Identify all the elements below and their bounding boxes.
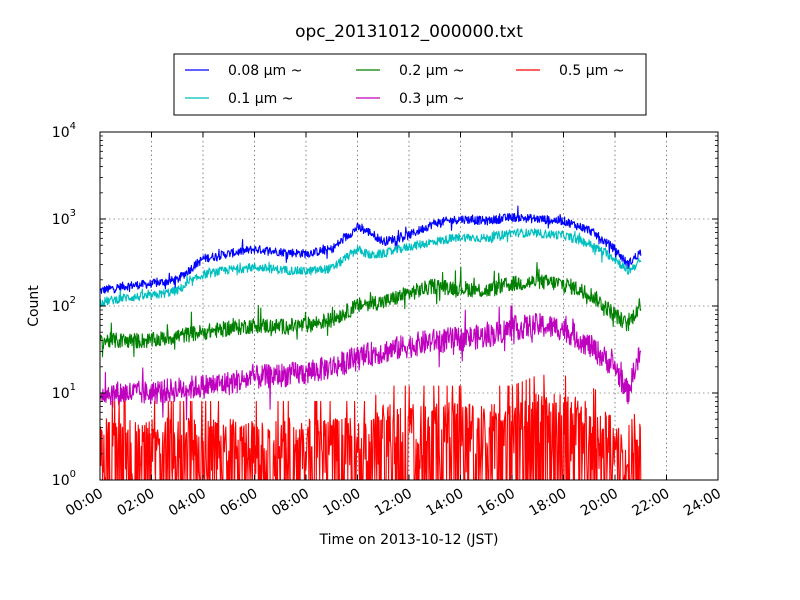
y-tick-exponent: 0 <box>70 469 76 480</box>
y-tick-base: 10 <box>52 299 70 315</box>
legend-entry-label: 0.1 µm ~ <box>228 91 293 107</box>
y-tick-exponent: 4 <box>70 121 76 132</box>
y-tick-base: 10 <box>52 125 70 141</box>
legend: 0.08 µm ~ 0.1 µm ~ 0.2 µm ~ 0.3 µm ~ 0.5 µm … <box>173 53 647 116</box>
y-axis-label: Count <box>26 285 42 327</box>
plot-series <box>99 205 642 481</box>
legend-entry-label: 0.08 µm ~ <box>228 63 302 79</box>
chart-title: opc_20131012_000000.txt <box>295 22 523 42</box>
legend-entry-label: 0.3 µm ~ <box>399 91 464 107</box>
legend-frame <box>173 53 647 116</box>
y-tick-base: 10 <box>52 386 70 402</box>
y-tick-label: 104 <box>52 121 76 141</box>
y-tick-base: 10 <box>52 473 70 489</box>
series-line <box>99 205 642 294</box>
legend-entry-label: 0.2 µm ~ <box>399 63 464 79</box>
y-tick-exponent: 3 <box>70 208 76 219</box>
y-tick-label: 101 <box>52 382 76 402</box>
y-tick-base: 10 <box>52 212 70 228</box>
legend-entry-label: 0.5 µm ~ <box>559 63 624 79</box>
x-axis-label: Time on 2013-10-12 (JST) <box>319 532 499 548</box>
y-tick-label: 100 <box>52 469 76 489</box>
y-tick-exponent: 1 <box>70 382 76 393</box>
y-tick-label: 102 <box>52 295 76 315</box>
series-line <box>99 304 642 421</box>
y-tick-exponent: 2 <box>70 295 76 306</box>
series-line <box>99 261 642 358</box>
y-tick-label: 103 <box>52 208 76 228</box>
series-line <box>99 228 642 308</box>
